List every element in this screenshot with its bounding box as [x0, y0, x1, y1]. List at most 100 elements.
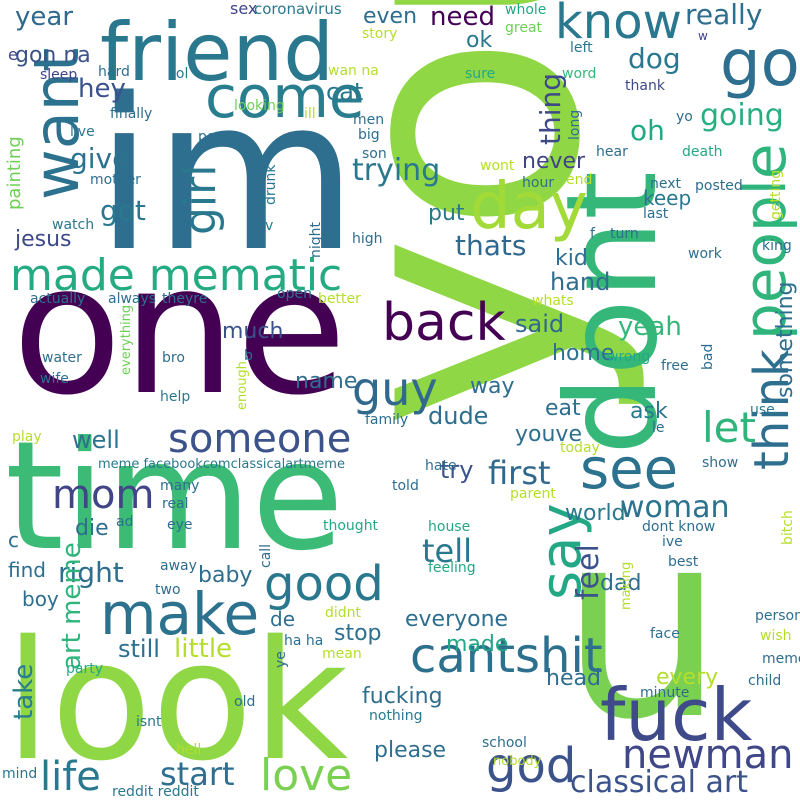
cloud-word-guy: guy	[352, 362, 438, 416]
cloud-word-find: find	[8, 558, 46, 582]
cloud-word-back: back	[382, 293, 506, 353]
cloud-word-kid: kid	[555, 246, 588, 271]
cloud-word-still: still	[118, 635, 160, 663]
cloud-word-best: best	[668, 554, 699, 570]
cloud-word-go: go	[720, 27, 800, 101]
cloud-word-art-meme: art meme	[57, 542, 87, 670]
cloud-word-meme: meme	[762, 651, 800, 667]
cloud-word-whole: whole	[505, 2, 546, 18]
cloud-word-f: f	[590, 226, 596, 242]
cloud-word-sure: sure	[465, 66, 495, 82]
cloud-word-show: show	[702, 455, 738, 471]
cloud-word-head: head	[546, 666, 601, 691]
cloud-word-play: play	[12, 429, 42, 445]
cloud-word-home: home	[552, 341, 614, 366]
cloud-word-lol: lol	[172, 66, 188, 82]
cloud-word-got: got	[100, 194, 146, 227]
cloud-word-world: world	[565, 501, 626, 526]
cloud-word-told: told	[392, 478, 419, 494]
cloud-word-person: person	[755, 608, 800, 624]
cloud-word-u: u	[560, 475, 725, 777]
cloud-word-want: want	[20, 48, 93, 200]
cloud-word-ask: ask	[630, 399, 668, 424]
cloud-word-cat: cat	[326, 78, 363, 106]
cloud-word-call: call	[258, 544, 274, 568]
cloud-word-water: water	[42, 350, 82, 366]
cloud-word-try: try	[440, 456, 473, 484]
cloud-word-work: work	[688, 246, 723, 262]
cloud-word-one: one	[12, 226, 347, 435]
cloud-word-w: w	[698, 29, 708, 43]
cloud-word-minute: minute	[640, 685, 689, 701]
cloud-word-fuck: fuck	[600, 673, 753, 757]
cloud-word-face: face	[650, 626, 680, 642]
cloud-word-someone: someone	[168, 416, 351, 462]
cloud-word-know: know	[555, 0, 682, 50]
cloud-word-drunk: drunk	[263, 164, 279, 205]
cloud-word-word: word	[562, 66, 596, 82]
cloud-word-trying: trying	[352, 153, 440, 188]
cloud-word-finally: finally	[110, 106, 152, 122]
cloud-word-dog: dog	[628, 42, 681, 75]
cloud-word-ye: ye	[273, 651, 289, 668]
cloud-word-didnt: didnt	[325, 605, 362, 621]
cloud-word-well: well	[72, 426, 120, 454]
cloud-word-son: son	[362, 146, 387, 162]
cloud-word-youve: youve	[515, 422, 582, 447]
cloud-word-le: le	[652, 420, 665, 436]
cloud-word-v: v	[265, 218, 273, 234]
cloud-word-come: come	[205, 63, 365, 131]
cloud-word-family: family	[365, 412, 408, 428]
cloud-word-king: king	[762, 238, 792, 254]
cloud-word-free: free	[661, 358, 689, 374]
cloud-word-boy: boy	[22, 587, 59, 611]
cloud-word-hard: hard	[98, 64, 130, 80]
cloud-word-c: c	[8, 528, 19, 552]
cloud-word-cantshit: cantshit	[410, 628, 603, 684]
cloud-word-time: time	[5, 410, 344, 584]
cloud-word-woman: woman	[620, 490, 730, 525]
cloud-word-sleep: sleep	[40, 67, 77, 83]
cloud-word-making: making	[619, 562, 634, 610]
cloud-word-baby: baby	[198, 563, 252, 588]
cloud-word-see: see	[580, 437, 678, 502]
cloud-word-newman: newman	[622, 732, 794, 778]
cloud-word-hour: hour	[522, 175, 554, 191]
cloud-word-enough: enough	[235, 361, 250, 410]
cloud-word-story: story	[362, 26, 397, 42]
cloud-word-everyone: everyone	[405, 607, 508, 632]
cloud-word-people: people	[731, 143, 799, 340]
cloud-word-wan-na: wan na	[328, 63, 379, 79]
cloud-word-youre: youre	[269, 0, 653, 430]
cloud-word-put: put	[428, 201, 465, 226]
cloud-word-girl: girl	[175, 165, 226, 235]
cloud-word-yo: yo	[676, 109, 693, 125]
cloud-word-friend: friend	[100, 6, 334, 99]
cloud-word-oh: oh	[630, 114, 665, 147]
cloud-word-sex: sex	[230, 0, 257, 18]
cloud-word-thank: thank	[625, 78, 666, 94]
cloud-word-old: old	[234, 694, 255, 710]
cloud-word-classical-art: classical art	[570, 765, 748, 800]
cloud-word-made: made	[446, 632, 508, 657]
cloud-word-painting: painting	[4, 136, 25, 210]
cloud-word-yeah: yeah	[618, 312, 682, 342]
cloud-word-getting: getting	[768, 170, 784, 220]
cloud-word-long: long	[567, 110, 583, 140]
cloud-word-gon-na: gon na	[15, 43, 91, 68]
cloud-word-love: love	[260, 750, 352, 800]
cloud-word-open: open	[277, 286, 312, 302]
cloud-word-party: party	[66, 661, 103, 677]
cloud-word-ok: ok	[466, 28, 492, 53]
cloud-word-let: let	[702, 403, 756, 452]
cloud-word-little: little	[174, 634, 232, 664]
cloud-word-bad: bad	[700, 344, 716, 370]
cloud-word-high: high	[352, 231, 383, 247]
cloud-word-every: every	[656, 665, 718, 690]
cloud-word-made-mematic: made mematic	[10, 250, 342, 301]
cloud-word-think: think	[744, 349, 800, 470]
cloud-word-dude: dude	[428, 402, 488, 430]
cloud-word-year: year	[15, 2, 73, 32]
cloud-word-nobody: nobody	[493, 754, 542, 769]
cloud-word-good: good	[264, 556, 384, 612]
